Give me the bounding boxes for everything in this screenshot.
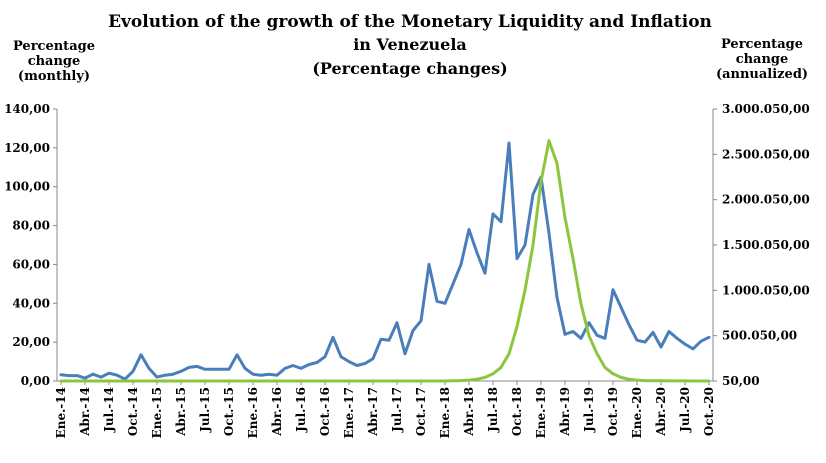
- left-axis-label-line1: Percentage: [13, 39, 95, 54]
- right-tick-label: 2.500.050,00: [722, 147, 810, 161]
- right-axis-label-line2: change: [735, 52, 789, 67]
- x-tick-label: Ene.-19: [534, 387, 548, 438]
- x-tick-label: Abr.-20: [654, 387, 668, 437]
- inflation-series-line: [59, 139, 711, 383]
- x-tick-label: Jul.-14: [102, 387, 116, 433]
- x-tick-label: Abr.-14: [78, 387, 92, 437]
- x-tick-label: Abr.-16: [270, 387, 284, 437]
- x-tick-label: Oct.-15: [222, 387, 236, 436]
- x-tick-label: Abr.-18: [462, 387, 476, 437]
- x-tick-label: Oct.-14: [126, 387, 140, 436]
- x-tick-label: Oct.-18: [510, 387, 524, 436]
- x-tick-label: Oct.-19: [606, 387, 620, 436]
- x-tick-label: Ene.-20: [630, 387, 644, 438]
- left-tick-label: 140,00: [4, 102, 50, 116]
- x-tick-label: Jul.-19: [582, 387, 596, 433]
- x-tick-label: Oct.-17: [414, 387, 428, 436]
- x-tick-label: Ene.-15: [150, 387, 164, 438]
- right-tick-label: 500.050,00: [722, 329, 797, 343]
- left-tick-label: 0,00: [21, 374, 50, 388]
- chart-subtitle-line2: (Percentage changes): [312, 59, 508, 78]
- x-tick-label: Oct.-20: [702, 387, 716, 436]
- x-tick-label: Abr.-15: [174, 387, 188, 437]
- right-axis-label: Percentage change (annualized): [706, 37, 818, 82]
- x-tick-label: Jul.-16: [294, 387, 308, 433]
- right-axis-label-line3: (annualized): [715, 67, 809, 82]
- chart-subtitle-line1: in Venezuela: [353, 35, 467, 54]
- x-tick-label: Ene.-18: [438, 387, 452, 438]
- monetary-liquidity-series-line: [59, 141, 711, 381]
- x-tick-label: Oct.-16: [318, 387, 332, 436]
- left-tick-label: 60,00: [12, 257, 50, 271]
- x-tick-label: Ene.-17: [342, 387, 356, 438]
- right-y-ticks: 50,00 500.050,00 1.000.050,00 1.500.050,00 2…: [713, 102, 810, 388]
- x-tick-label: Abr.-19: [558, 387, 572, 437]
- left-tick-label: 120,00: [4, 141, 50, 155]
- x-ticks: Ene.-14 Abr.-14 Jul.-14 Oct.-14 Ene.-15 Abr.-…: [54, 381, 716, 438]
- x-tick-label: Jul.-20: [678, 387, 692, 433]
- right-tick-label: 50,00: [722, 374, 760, 388]
- chart-title: Evolution of the growth of the Monetary …: [108, 12, 712, 32]
- x-tick-label: Jul.-18: [486, 387, 500, 433]
- x-tick-label: Abr.-17: [366, 387, 380, 437]
- x-tick-label: Jul.-15: [198, 387, 212, 433]
- x-tick-label: Ene.-14: [54, 387, 68, 438]
- left-y-ticks: 0,00 20,00 40,00 60,00 80,00 100,00 120,00 140,…: [4, 102, 57, 388]
- right-tick-label: 2.000.050,00: [722, 193, 810, 207]
- x-tick-label: Ene.-16: [246, 387, 260, 438]
- left-tick-label: 20,00: [12, 335, 50, 349]
- right-tick-label: 1.500.050,00: [722, 238, 810, 252]
- left-axis-label-line3: (monthly): [17, 69, 91, 84]
- series-lines: [59, 139, 711, 383]
- x-tick-label: Jul.-17: [390, 387, 404, 433]
- left-tick-label: 100,00: [4, 180, 50, 194]
- left-axis-label: Percentage change (monthly): [8, 39, 100, 84]
- right-tick-label: 1.000.050,00: [722, 283, 810, 297]
- right-axis-label-line1: Percentage: [721, 37, 803, 52]
- left-tick-label: 80,00: [12, 219, 50, 233]
- left-axis-label-line2: change: [27, 54, 81, 69]
- right-tick-label: 3.000.050,00: [722, 102, 810, 116]
- left-tick-label: 40,00: [12, 296, 50, 310]
